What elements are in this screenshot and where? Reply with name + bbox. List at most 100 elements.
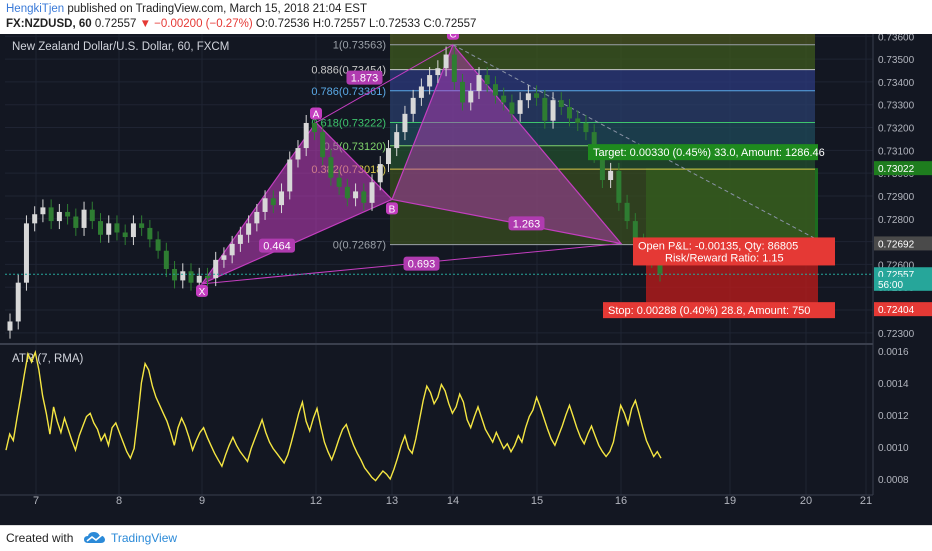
- stop-label: Stop: 0.00288 (0.40%) 28.8, Amount: 750: [608, 305, 810, 317]
- price-tick: 0.72900: [878, 192, 915, 203]
- author-link[interactable]: HengkiTjen: [6, 3, 65, 15]
- candle-body: [270, 198, 276, 206]
- candle-body: [484, 75, 490, 85]
- candle-body: [23, 223, 29, 283]
- price-tag: 0.72404: [878, 305, 915, 316]
- fib-level-label: 1(0.73563): [333, 40, 386, 52]
- candle-body: [221, 255, 227, 260]
- price-tag-box: [874, 236, 932, 251]
- candle-body: [460, 81, 466, 103]
- candle-body: [591, 132, 597, 155]
- rr-label: Risk/Reward Ratio: 1.15: [665, 252, 784, 264]
- candle-body: [525, 93, 531, 101]
- time-tick: 20: [800, 495, 812, 507]
- candle-body: [81, 209, 87, 228]
- candle-body: [410, 97, 416, 114]
- candle-body: [492, 84, 498, 96]
- price-tick: 0.73300: [878, 101, 915, 112]
- time-tick: 9: [199, 495, 205, 507]
- created-with-label: Created with: [6, 531, 74, 545]
- price-tag: 0.72557: [878, 270, 915, 281]
- time-tick: 19: [724, 495, 736, 507]
- atr-tick: 0.0014: [878, 379, 909, 390]
- candle-body: [139, 223, 145, 228]
- price-tick: 0.72300: [878, 329, 915, 340]
- fib-level-label: 0(0.72687): [333, 240, 386, 252]
- candle-body: [40, 207, 46, 215]
- time-tick: 13: [386, 495, 398, 507]
- tradingview-brand[interactable]: TradingView: [111, 531, 178, 545]
- candle-body: [262, 198, 268, 212]
- candle-body: [558, 100, 564, 108]
- candle-body: [155, 239, 161, 251]
- ratio-tag: [508, 216, 545, 231]
- pattern-point-label-b: B: [389, 204, 396, 215]
- candle-body: [402, 113, 408, 133]
- fib-level-label: 0.618(0.73222): [311, 118, 386, 130]
- price-tag-box: [874, 276, 932, 291]
- candle-body: [320, 132, 326, 158]
- price-tick: 0.73400: [878, 78, 915, 89]
- fib-zone-top: [390, 34, 815, 45]
- candle-body: [311, 122, 317, 133]
- ratio-label: 0.464: [263, 241, 291, 253]
- candle-body: [65, 211, 71, 217]
- candle-body: [279, 191, 285, 206]
- atr-tick: 0.0008: [878, 475, 909, 486]
- ratio-tag: [259, 238, 295, 253]
- time-tick: 7: [33, 495, 39, 507]
- candle-body: [394, 132, 400, 149]
- pattern-point-label-x: X: [199, 287, 206, 298]
- tradingview-cloud-icon: [84, 532, 105, 543]
- price-tag-box: [874, 161, 932, 176]
- price-tag-box: [874, 302, 932, 317]
- symbol-line: FX:NZDUSD, 60 0.72557 ▼ −0.00200 (−0.27%…: [6, 18, 476, 30]
- pnl-label: Open P&L: -0.00135, Qty: 86805: [638, 240, 798, 252]
- ratio-label: 1.873: [351, 73, 379, 85]
- candle-body: [632, 221, 638, 242]
- chart-canvas[interactable]: 1(0.73563)0.886(0.73454)0.786(0.73361)0.…: [0, 27, 932, 525]
- ratio-tag: [403, 256, 440, 271]
- price-tag: 0.72692: [878, 239, 915, 250]
- chart-title: New Zealand Dollar/U.S. Dollar, 60, FXCM: [12, 41, 229, 53]
- candle-body: [122, 232, 128, 238]
- candle-body: [427, 75, 433, 87]
- candle-body: [32, 214, 38, 224]
- price-tick: 0.72600: [878, 260, 915, 271]
- atr-line: [5, 349, 662, 482]
- chart-area[interactable]: 1(0.73563) 0.886(0.73454) 0.786(0.73361) 0.…: [0, 27, 932, 525]
- candle-body: [435, 68, 441, 76]
- projection-line: [452, 44, 821, 242]
- pattern-point-marker-x: [196, 284, 208, 297]
- candle-body: [7, 321, 13, 331]
- candle-body: [377, 164, 383, 183]
- price-tick: 0.73100: [878, 146, 915, 157]
- candle-body: [229, 243, 235, 256]
- candle-body: [56, 211, 62, 222]
- time-tick: 14: [447, 495, 459, 507]
- candle-body: [575, 118, 581, 123]
- pattern-triangle-bcd: [391, 43, 623, 245]
- candle-body: [566, 107, 572, 119]
- atr-title: ATR (7, RMA): [12, 353, 84, 365]
- candle-body: [163, 250, 169, 269]
- publish-info: published on TradingView.com, March 15, …: [64, 3, 367, 15]
- candle-body: [237, 234, 243, 244]
- candle-body: [336, 177, 342, 187]
- candle-body: [599, 154, 605, 181]
- candle-body: [353, 191, 359, 199]
- time-tick: 12: [310, 495, 322, 507]
- fib-level-label: 0.786(0.73361): [311, 86, 386, 98]
- price-tag: 0.73022: [878, 164, 915, 175]
- atr-tick: 0.0016: [878, 347, 909, 358]
- price-tick: 0.73500: [878, 55, 915, 66]
- candle-body: [147, 227, 153, 240]
- candle-body: [196, 275, 202, 283]
- candle-body: [106, 223, 112, 235]
- candle-body: [328, 157, 334, 178]
- candle-body: [130, 223, 136, 238]
- candle-body: [624, 202, 630, 222]
- candle-body: [48, 207, 54, 222]
- target-label: Target: 0.00330 (0.45%) 33.0, Amount: 12…: [593, 147, 825, 159]
- price-tick: 0.72800: [878, 215, 915, 226]
